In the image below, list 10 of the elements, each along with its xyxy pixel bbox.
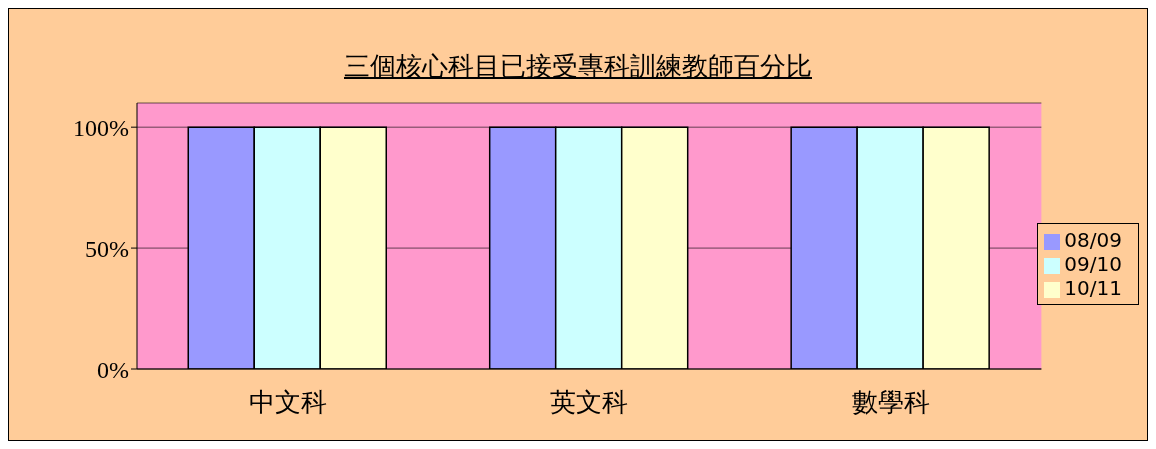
x-tick-label: 中文科 xyxy=(248,387,327,418)
x-tick-label: 數學科 xyxy=(851,387,930,418)
legend-label: 10/11 xyxy=(1064,276,1122,300)
y-tick-label: 100% xyxy=(73,114,129,141)
legend-label: 08/09 xyxy=(1064,228,1122,252)
legend-label: 09/10 xyxy=(1064,252,1122,276)
x-tick-label: 英文科 xyxy=(550,387,629,418)
y-tick-label: 50% xyxy=(85,235,129,262)
chart-title: 三個核心科目已接受專科訓練教師百分比 xyxy=(343,50,813,83)
y-tick-label: 0% xyxy=(97,356,129,383)
